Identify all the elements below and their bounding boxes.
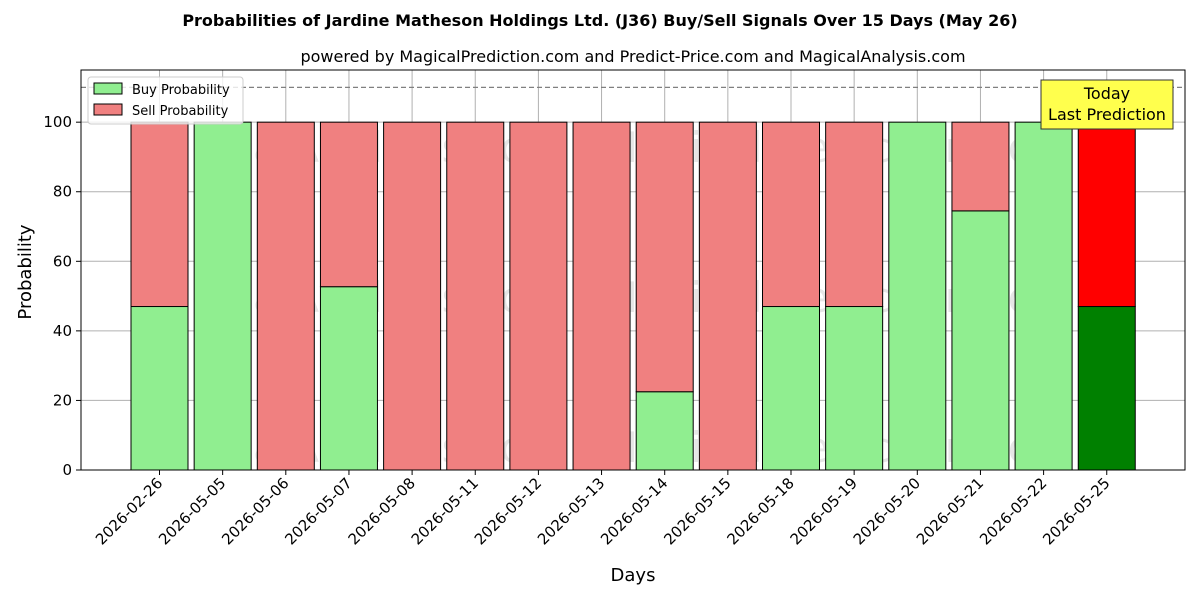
x-tick-label: 2026-05-06 xyxy=(218,474,292,548)
bar-buy xyxy=(130,306,189,471)
plot-frame xyxy=(80,69,1186,471)
chart-subtitle: powered by MagicalPrediction.com and Pre… xyxy=(300,47,965,66)
legend-box xyxy=(87,76,244,125)
bars xyxy=(130,121,1136,471)
chart-title: Probabilities of Jardine Matheson Holdin… xyxy=(182,11,1017,30)
bar-buy xyxy=(951,210,1010,471)
x-tick-label: 2026-02-26 xyxy=(92,474,166,548)
bar-sell xyxy=(509,121,568,471)
x-tick-label: 2026-05-14 xyxy=(597,474,671,548)
x-axis-label: Days xyxy=(611,565,656,586)
x-tick-label: 2026-05-05 xyxy=(155,474,229,548)
bar-buy xyxy=(193,121,252,471)
x-tick-label: 2026-05-13 xyxy=(534,474,608,548)
bar-sell xyxy=(130,121,189,308)
x-tick-label: 2026-05-19 xyxy=(787,474,861,548)
x-tick-label: 2026-05-22 xyxy=(976,474,1050,548)
bar-buy xyxy=(1077,306,1136,471)
legend-swatch-buy xyxy=(93,82,123,95)
bar-sell xyxy=(951,121,1010,212)
x-tick-label: 2026-05-25 xyxy=(1039,474,1113,548)
today-annotation-box xyxy=(1040,79,1174,130)
today-annotation-line2: Last Prediction xyxy=(1048,105,1166,124)
x-tick-label: 2026-05-18 xyxy=(723,474,797,548)
x-tick-label: 2026-05-15 xyxy=(660,474,734,548)
bar-sell xyxy=(446,121,505,471)
bar-buy xyxy=(888,121,947,471)
bar-sell xyxy=(319,121,378,288)
x-tick-label: 2026-05-20 xyxy=(850,474,924,548)
y-tick-label: 60 xyxy=(53,252,72,270)
x-tick-label: 2026-05-08 xyxy=(345,474,419,548)
legend-swatch-sell xyxy=(93,103,123,116)
bar-buy xyxy=(1014,121,1073,471)
x-tick-label: 2026-05-07 xyxy=(281,474,355,548)
bar-buy xyxy=(762,306,820,471)
x-tick-label: 2026-05-12 xyxy=(471,474,545,548)
legend-label-sell: Sell Probability xyxy=(132,104,229,119)
bar-sell xyxy=(383,121,442,471)
legend-label-buy: Buy Probability xyxy=(132,83,230,98)
bar-sell xyxy=(635,121,694,393)
y-tick-label: 20 xyxy=(53,391,72,409)
bar-sell xyxy=(572,121,631,471)
legend: Buy Probability Sell Probability xyxy=(87,76,244,125)
today-annotation-line1: Today xyxy=(1083,84,1130,103)
bar-buy xyxy=(635,391,694,471)
bar-sell xyxy=(698,121,757,471)
x-tick-label: 2026-05-21 xyxy=(913,474,987,548)
today-annotation: Today Last Prediction xyxy=(1040,79,1174,130)
bar-sell xyxy=(825,121,884,308)
bar-sell xyxy=(256,121,315,471)
y-tick-label: 80 xyxy=(53,183,72,201)
bar-sell xyxy=(762,121,820,308)
bar-buy xyxy=(319,286,378,471)
y-tick-label: 40 xyxy=(53,322,72,340)
bar-buy xyxy=(825,306,884,471)
y-axis-label: Probability xyxy=(15,224,36,319)
y-tick-label: 0 xyxy=(62,461,72,479)
bar-sell xyxy=(1077,121,1136,308)
y-tick-label: 100 xyxy=(43,113,72,131)
x-tick-label: 2026-05-11 xyxy=(408,474,482,548)
